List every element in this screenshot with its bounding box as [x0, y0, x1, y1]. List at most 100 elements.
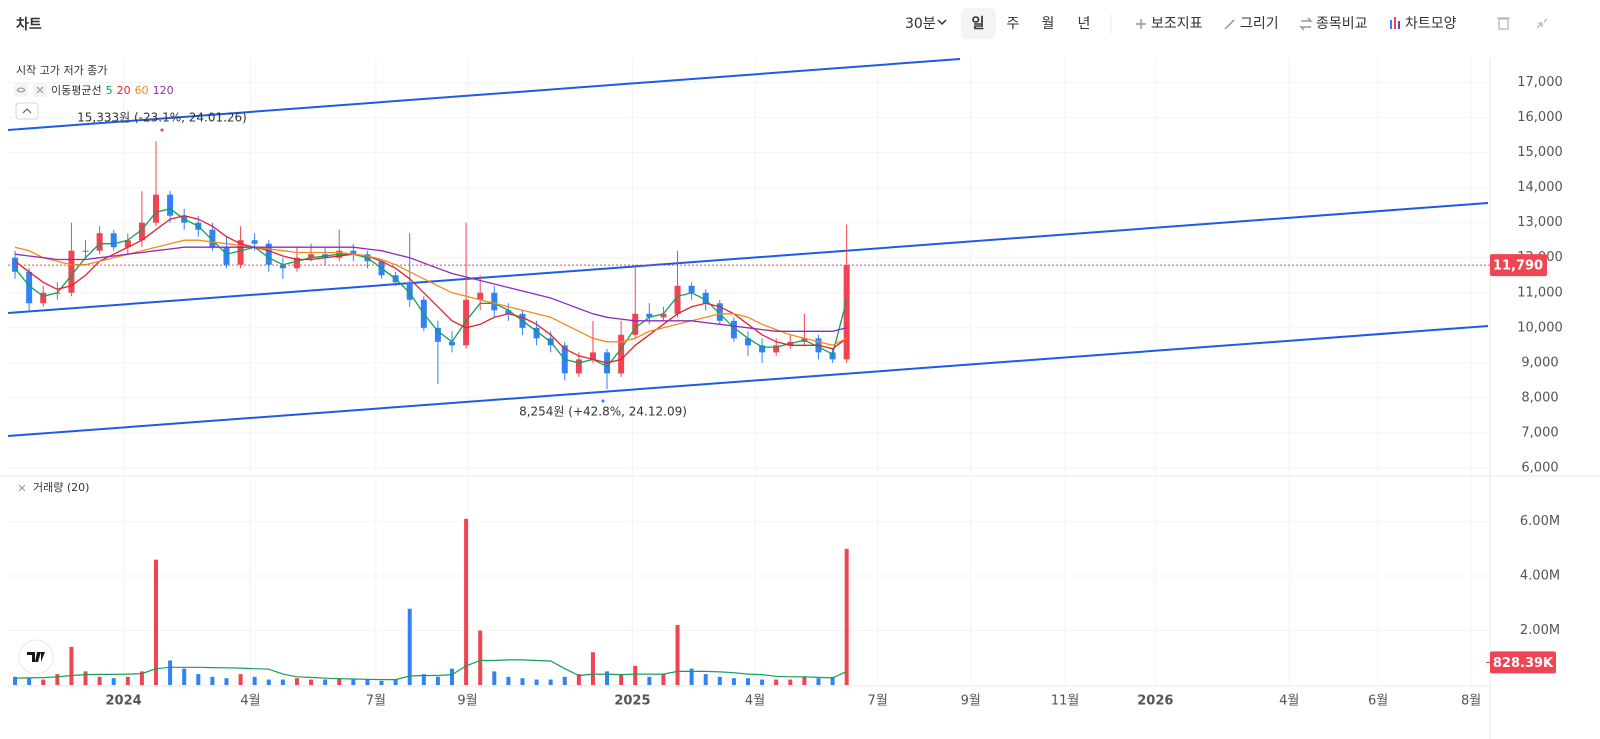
- candle-body: [575, 359, 582, 374]
- x-tick-label: 2024: [105, 694, 141, 709]
- tool-button[interactable]: 보조지표: [1151, 16, 1203, 32]
- interval-label[interactable]: 30분: [905, 16, 936, 32]
- volume-bar: [689, 668, 694, 685]
- volume-bar: [125, 676, 130, 685]
- legend-toggle[interactable]: [15, 102, 39, 120]
- candle-body: [505, 310, 512, 314]
- volume-bar: [661, 674, 666, 685]
- volume-bar: [675, 625, 680, 685]
- volume-bar: [731, 678, 736, 685]
- volume-bar: [210, 676, 215, 685]
- volume-bar: [478, 630, 483, 685]
- y-tick-label: 4.00M: [1520, 569, 1560, 584]
- period-button[interactable]: 주: [1007, 16, 1020, 32]
- collapse-icon[interactable]: [1536, 18, 1548, 29]
- trash-icon[interactable]: [1497, 17, 1510, 30]
- candle-body: [745, 338, 751, 346]
- y-tick-label: 15,000: [1517, 145, 1563, 160]
- ma-legend: 이동평균선 5 20 60 120: [51, 84, 174, 97]
- x-tick-label: 11월: [1051, 694, 1080, 709]
- candle-body: [449, 341, 455, 346]
- low-marker: [601, 399, 605, 403]
- tool-button[interactable]: 종목비교: [1316, 16, 1368, 32]
- candle-body: [279, 264, 286, 269]
- volume-bar: [393, 679, 398, 685]
- y-tick-label: 9,000: [1521, 355, 1558, 370]
- current-price-badge: [1490, 254, 1547, 277]
- current-volume-label: 828.39K: [1493, 656, 1554, 671]
- volume-bar: [238, 674, 243, 685]
- volume-bar: [309, 679, 314, 685]
- volume-bar: [139, 671, 144, 685]
- y-tick-label: 6.00M: [1520, 514, 1560, 529]
- x-tick-label: 8월: [1461, 694, 1481, 709]
- candle-body: [434, 327, 441, 342]
- candle-body: [308, 254, 315, 258]
- ma-legend-entry: 120: [153, 84, 174, 97]
- y-tick-label: 2.00M: [1520, 623, 1560, 638]
- volume-bar: [55, 674, 60, 685]
- volume-bar: [647, 676, 652, 685]
- x-tick-label: 9월: [457, 694, 477, 709]
- y-tick-label: 7,000: [1521, 425, 1558, 440]
- interval-select[interactable]: 30분: [905, 16, 947, 32]
- plot: [8, 140, 1490, 685]
- ma-line: [14, 207, 848, 368]
- y-tick-label: 10,000: [1517, 320, 1563, 335]
- y-tick-label: 14,000: [1517, 180, 1563, 195]
- volume-bar: [717, 676, 722, 685]
- candle-body: [829, 352, 836, 360]
- volume-bar: [548, 679, 553, 685]
- volume-bar: [168, 660, 173, 685]
- close-icon[interactable]: [18, 484, 26, 492]
- ma-legend-entry: 20: [117, 84, 131, 97]
- volume-bar: [69, 646, 74, 685]
- ma-line: [14, 246, 847, 332]
- volume-bar: [576, 674, 581, 685]
- candle-body: [688, 285, 695, 293]
- volume-bar: [562, 676, 567, 685]
- volume-bar: [323, 679, 328, 685]
- candle-body: [96, 233, 103, 251]
- x-tick-label: 6월: [1368, 694, 1388, 709]
- trend-lines: [7, 58, 1489, 437]
- candle-body: [251, 240, 258, 244]
- volume-legend: 거래량 (20): [33, 481, 89, 494]
- y-tick-label: 16,000: [1517, 110, 1563, 125]
- candle-body: [406, 282, 413, 300]
- candle-body: [68, 250, 75, 293]
- grid: [8, 58, 1490, 685]
- candle-body: [646, 313, 653, 318]
- volume-bar: [774, 679, 779, 685]
- tool-button[interactable]: 차트모양: [1405, 16, 1457, 32]
- candle-body: [716, 303, 723, 321]
- candle-body: [167, 194, 174, 216]
- period-button[interactable]: 월: [1042, 16, 1055, 32]
- volume-bar: [280, 679, 285, 685]
- volume-bar: [266, 679, 271, 685]
- volume-bar: [844, 548, 849, 685]
- candle-body: [618, 334, 625, 374]
- period-button[interactable]: 년: [1078, 16, 1091, 32]
- trend-line: [7, 325, 1489, 437]
- volume-bar: [337, 678, 342, 685]
- candle-body: [759, 345, 766, 353]
- volume-bar: [421, 674, 426, 685]
- period-button[interactable]: 일: [972, 16, 985, 32]
- tool-button[interactable]: 그리기: [1240, 16, 1279, 32]
- volume-bar: [492, 671, 497, 685]
- volume-bar: [590, 652, 595, 685]
- candle-body: [674, 285, 681, 314]
- x-tick-label: 2025: [614, 694, 650, 709]
- candle-body: [730, 320, 737, 339]
- candle-body: [463, 299, 470, 346]
- candle-body: [124, 240, 131, 248]
- volume-ma-line: [14, 659, 847, 681]
- x-tick-label: 7월: [868, 694, 888, 709]
- current-price-label: 11,790: [1493, 259, 1543, 274]
- ma-legend-entry: 5: [106, 84, 113, 97]
- low-annotation: 8,254원 (+42.8%, 24.12.09): [519, 405, 687, 419]
- volume-bar: [605, 671, 610, 685]
- y-tick-label: 13,000: [1517, 215, 1563, 230]
- volume-bar: [703, 674, 708, 685]
